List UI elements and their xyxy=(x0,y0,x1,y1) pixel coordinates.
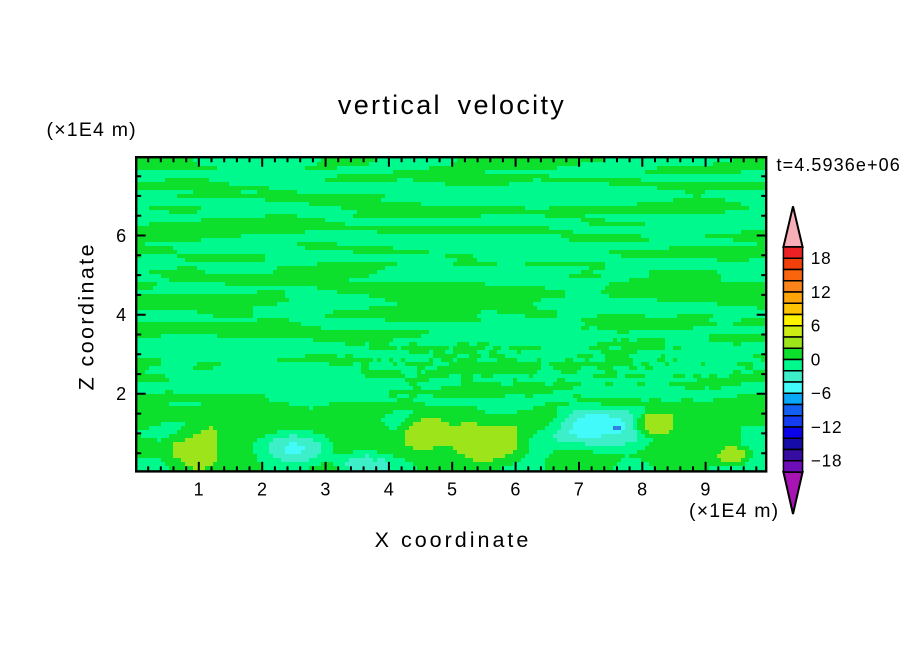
svg-text:6: 6 xyxy=(510,479,520,499)
svg-text:−12: −12 xyxy=(811,417,843,437)
svg-text:(×1E4 m): (×1E4 m) xyxy=(47,119,137,141)
svg-text:t=4.5936e+06: t=4.5936e+06 xyxy=(777,155,901,175)
svg-text:X coordinate: X coordinate xyxy=(375,528,532,552)
svg-text:−6: −6 xyxy=(811,383,832,403)
svg-text:(×1E4 m): (×1E4 m) xyxy=(689,500,779,522)
svg-text:1: 1 xyxy=(194,479,204,499)
svg-text:9: 9 xyxy=(700,479,710,499)
svg-text:7: 7 xyxy=(574,479,584,499)
svg-text:5: 5 xyxy=(447,479,457,499)
svg-text:Z coordinate: Z coordinate xyxy=(75,242,99,390)
svg-text:18: 18 xyxy=(811,248,832,268)
svg-text:4: 4 xyxy=(384,479,394,499)
svg-text:vertical velocity: vertical velocity xyxy=(338,90,566,120)
svg-text:12: 12 xyxy=(811,282,832,302)
svg-text:0: 0 xyxy=(811,349,821,369)
svg-text:4: 4 xyxy=(116,305,126,325)
svg-text:3: 3 xyxy=(320,479,330,499)
svg-text:2: 2 xyxy=(257,479,267,499)
svg-text:2: 2 xyxy=(116,384,126,404)
svg-text:6: 6 xyxy=(811,316,821,336)
svg-text:6: 6 xyxy=(116,226,126,246)
svg-text:8: 8 xyxy=(637,479,647,499)
svg-text:−18: −18 xyxy=(811,451,843,471)
